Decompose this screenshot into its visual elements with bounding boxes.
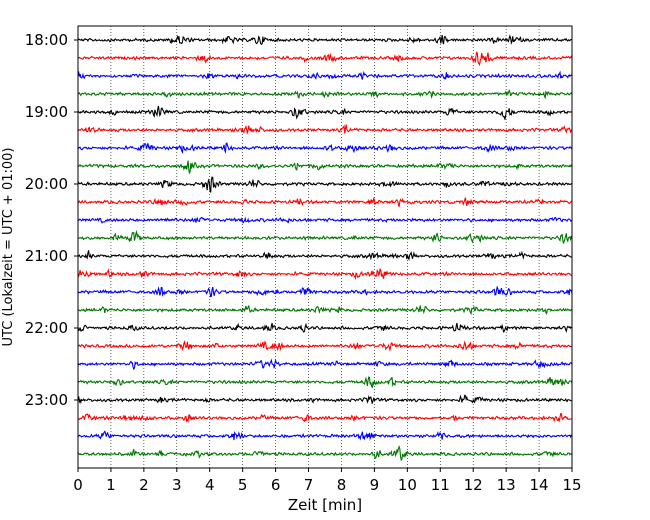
x-tick-label: 12 xyxy=(464,476,483,494)
trace-1845 xyxy=(77,88,573,100)
x-tick-label: 9 xyxy=(370,476,380,494)
seismogram-traces xyxy=(77,34,573,462)
trace-2200 xyxy=(77,322,573,333)
trace-1945 xyxy=(77,160,573,174)
y-tick-label: 22:00 xyxy=(25,319,68,337)
y-tick-label: 19:00 xyxy=(25,103,68,121)
trace-2230 xyxy=(77,358,573,371)
trace-2145 xyxy=(77,304,573,316)
trace-1815 xyxy=(77,51,573,67)
trace-2345 xyxy=(77,445,573,462)
x-tick-label: 10 xyxy=(398,476,417,494)
x-tick-label: 1 xyxy=(106,476,116,494)
trace-2115 xyxy=(77,268,573,281)
trace-1830 xyxy=(77,70,573,81)
trace-1915 xyxy=(77,124,573,135)
x-tick-label: 4 xyxy=(205,476,215,494)
plot-frame xyxy=(77,25,573,469)
trace-2245 xyxy=(77,376,573,389)
x-tick-label: 2 xyxy=(139,476,149,494)
trace-2015 xyxy=(77,196,573,207)
x-tick-label: 5 xyxy=(238,476,248,494)
x-tick-label: 0 xyxy=(73,476,83,494)
trace-2130 xyxy=(77,285,573,298)
trace-1800 xyxy=(77,34,573,46)
x-axis-ticks: 0 1 2 3 4 5 6 7 8 9 10 11 12 13 14 15 xyxy=(73,468,582,494)
y-tick-label: 18:00 xyxy=(25,31,68,49)
x-axis-label: Zeit [min] xyxy=(288,496,362,514)
x-tick-label: 15 xyxy=(562,476,581,494)
trace-2300 xyxy=(77,394,573,405)
x-tick-label: 14 xyxy=(530,476,549,494)
x-tick-label: 11 xyxy=(431,476,450,494)
y-axis-label: UTC (Lokalzeit = UTC + 01:00) xyxy=(1,148,16,347)
x-tick-label: 13 xyxy=(497,476,516,494)
trace-2330 xyxy=(77,430,573,441)
x-tick-label: 8 xyxy=(337,476,347,494)
y-tick-label: 23:00 xyxy=(25,391,68,409)
x-tick-label: 7 xyxy=(304,476,314,494)
trace-2315 xyxy=(77,412,573,423)
trace-2000 xyxy=(77,176,573,193)
y-axis-ticks: 18:00 19:00 20:00 21:00 22:00 23:00 xyxy=(25,31,78,409)
y-tick-label: 20:00 xyxy=(25,175,68,193)
trace-2215 xyxy=(77,340,573,352)
trace-2030 xyxy=(77,216,573,224)
plot-background xyxy=(78,26,572,468)
trace-2100 xyxy=(77,250,573,261)
trace-2045 xyxy=(77,229,573,244)
x-tick-label: 6 xyxy=(271,476,281,494)
trace-1930 xyxy=(77,142,573,155)
y-tick-label: 21:00 xyxy=(25,247,68,265)
x-tick-label: 3 xyxy=(172,476,182,494)
trace-1900 xyxy=(77,105,573,120)
